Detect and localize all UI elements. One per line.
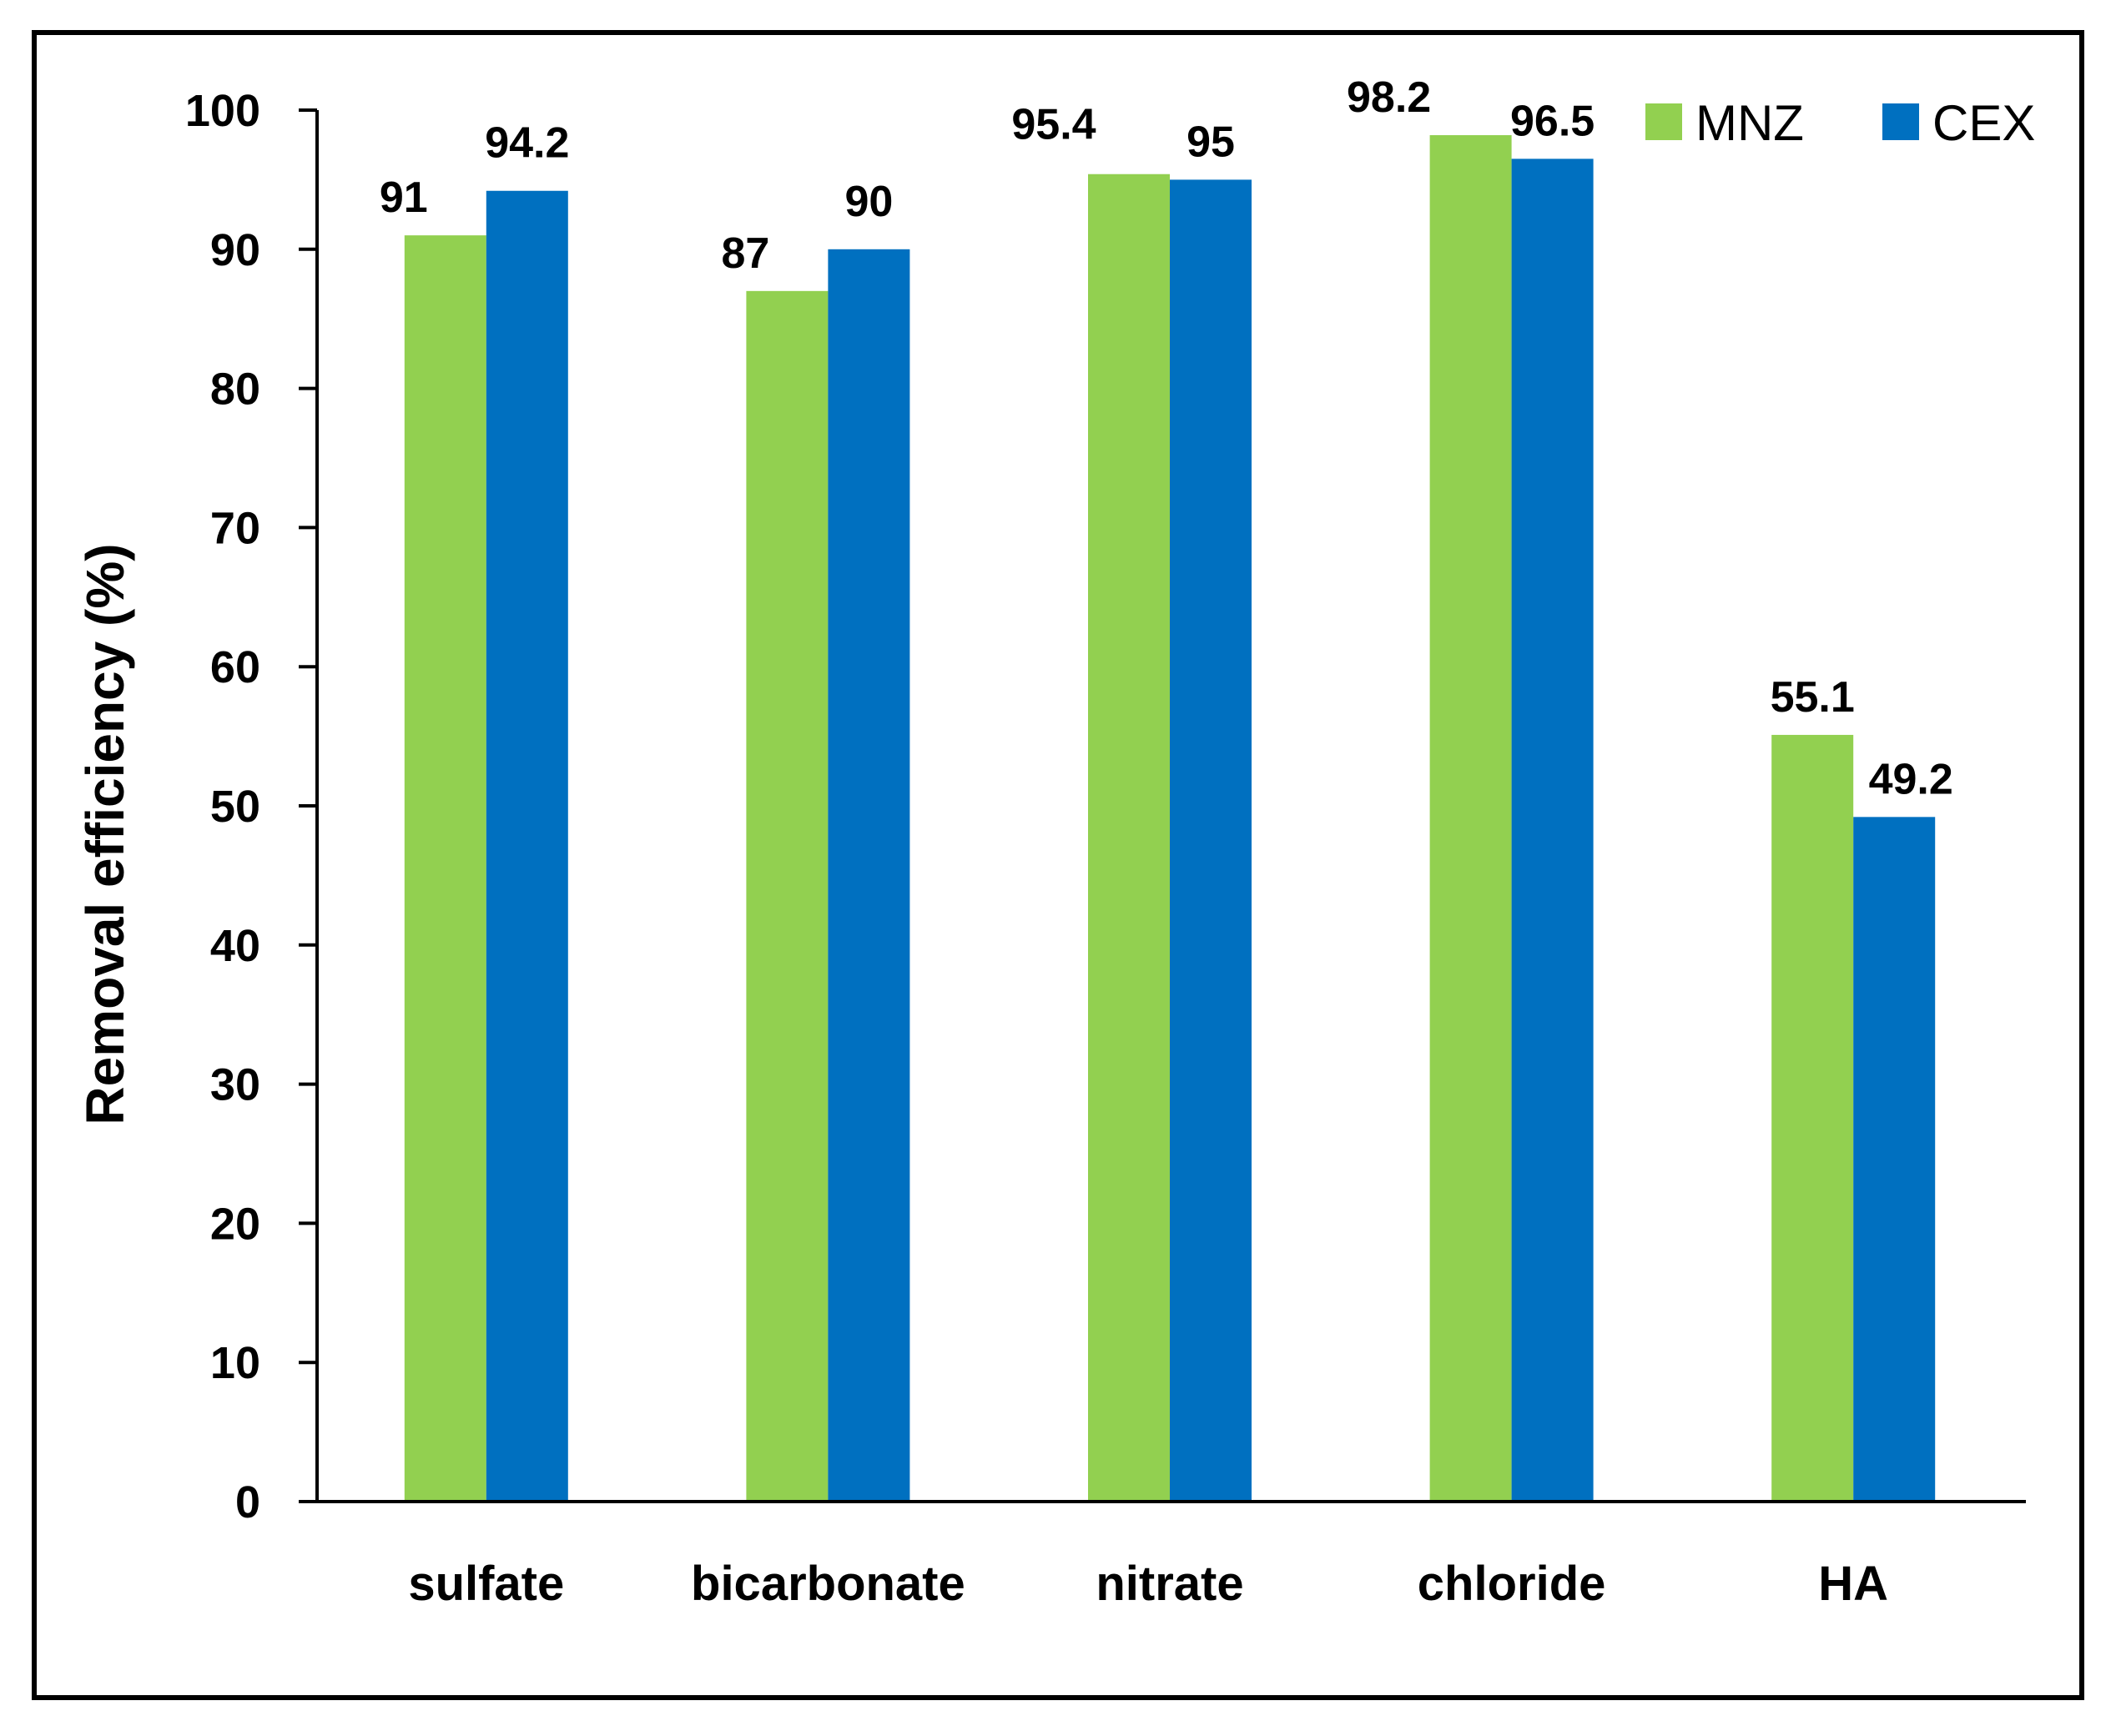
axes-layer: 0 10 20 30 40 50 60 70 80 90 100 <box>185 86 2026 1527</box>
y-tick-label-80: 80 <box>210 365 260 415</box>
bar-mnz-sulfate <box>404 235 486 1502</box>
bars-layer <box>404 135 1936 1502</box>
y-tick-label-50: 50 <box>210 782 260 832</box>
y-tick-label-60: 60 <box>210 642 260 692</box>
legend-swatch-cex <box>1882 103 1919 140</box>
y-tick-label-40: 40 <box>210 921 260 971</box>
bar-cex-chloride <box>1511 159 1594 1502</box>
y-tick-label-90: 90 <box>210 225 260 275</box>
bar-mnz-chloride <box>1429 135 1512 1502</box>
data-label-cex-ha: 49.2 <box>1869 755 1953 803</box>
y-tick-label-0: 0 <box>235 1477 260 1527</box>
y-tick-label-100: 100 <box>185 86 260 136</box>
chart-frame <box>32 30 2084 1700</box>
data-label-mnz-nitrate: 95.4 <box>1011 101 1096 149</box>
bar-cex-ha <box>1853 817 1936 1502</box>
legend-label-mnz: MNZ <box>1695 95 1804 151</box>
data-label-cex-bicarbonate: 90 <box>844 178 893 226</box>
bar-mnz-bicarbonate <box>746 290 829 1502</box>
data-label-cex-sulfate: 94.2 <box>485 119 569 168</box>
legend: MNZ CEX <box>1645 95 2035 151</box>
y-tick-label-10: 10 <box>210 1338 260 1388</box>
category-label-bicarbonate: bicarbonate <box>691 1557 965 1611</box>
y-axis-title: Removal efficiency (%) <box>75 543 135 1125</box>
data-label-mnz-bicarbonate: 87 <box>721 229 769 278</box>
data-label-mnz-ha: 55.1 <box>1771 673 1855 722</box>
category-label-sulfate: sulfate <box>408 1557 564 1611</box>
category-label-ha: HA <box>1818 1557 1888 1611</box>
bar-cex-bicarbonate <box>828 249 910 1502</box>
bar-mnz-nitrate <box>1088 174 1170 1502</box>
legend-swatch-mnz <box>1645 103 1682 140</box>
y-tick-label-20: 20 <box>210 1199 260 1249</box>
category-label-chloride: chloride <box>1418 1557 1606 1611</box>
y-tick-label-70: 70 <box>210 503 260 553</box>
category-label-nitrate: nitrate <box>1096 1557 1243 1611</box>
labels-layer: 91 94.2 sulfate 87 90 bicarbonate 95.4 95 nitrat… <box>380 73 1953 1611</box>
bar-cex-nitrate <box>1170 179 1252 1502</box>
data-label-mnz-chloride: 98.2 <box>1347 73 1431 122</box>
bar-mnz-ha <box>1771 734 1854 1502</box>
legend-label-cex: CEX <box>1932 95 2035 151</box>
data-label-cex-chloride: 96.5 <box>1510 97 1595 145</box>
y-tick-label-30: 30 <box>210 1060 260 1110</box>
data-label-mnz-sulfate: 91 <box>380 174 428 222</box>
data-label-cex-nitrate: 95 <box>1186 118 1235 166</box>
bar-cex-sulfate <box>486 190 568 1502</box>
